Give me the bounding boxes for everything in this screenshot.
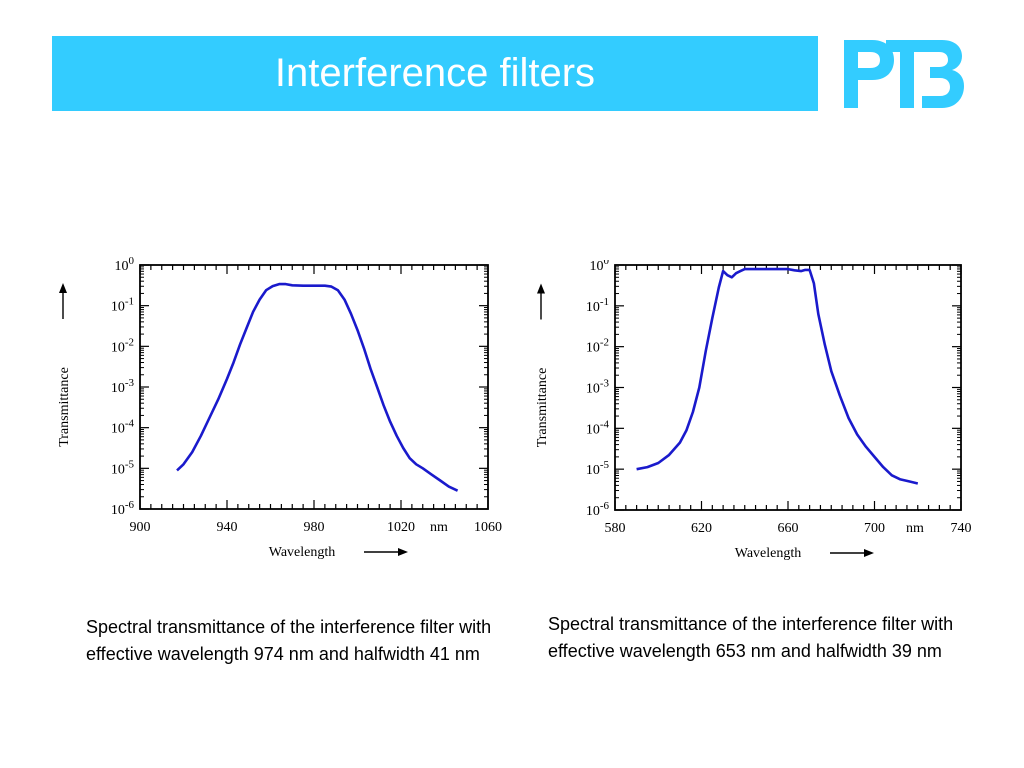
x-tick-label: 700 [864,521,885,536]
y-tick-label: 10-4 [586,418,610,437]
y-tick-label: 10-1 [586,296,609,315]
caption-left: Spectral transmittance of the interferen… [86,617,492,664]
y-tick-label: 10-1 [111,296,134,315]
x-tick-label: 940 [217,520,238,535]
y-tick-label: 100 [590,260,610,274]
x-unit-label: nm [430,520,448,535]
series-line [176,282,459,492]
chart-right: 100 10-1 10-2 10-3 10-4 10-5 10-6 580 620 660 700… [535,260,972,561]
x-axis-label: Wavelength [269,545,336,560]
x-tick-label: 1020 [387,520,415,535]
x-tick-label: 580 [605,521,626,536]
x-tick-label: 900 [130,520,151,535]
x-tick-label: 620 [691,521,712,536]
y-tick-label: 10-6 [586,500,610,519]
x-tick-label: 1060 [474,520,502,535]
plot-frame [139,264,489,510]
y-tick-label: 10-2 [111,336,134,355]
x-arrow-head [398,548,408,556]
x-axis-label: Wavelength [735,546,802,561]
plot-frame [614,264,962,511]
y-arrow-head [59,283,67,293]
chart-left: 100 10-1 10-2 10-3 10-4 10-5 10-6 900 940 980 102… [57,255,502,560]
y-axis-label: Transmittance [535,368,550,448]
series-line [636,267,919,485]
y-tick-label: 10-5 [111,458,135,477]
x-arrow-head [864,549,874,557]
y-tick-label: 10-6 [111,499,135,518]
y-arrow-head [537,283,545,294]
y-axis-label: Transmittance [57,367,72,447]
ptb-logo [844,40,964,108]
caption-right: Spectral transmittance of the interferen… [548,614,954,661]
y-tick-label: 100 [115,255,135,274]
x-tick-label: 980 [304,520,325,535]
y-tick-label: 10-3 [586,378,610,397]
y-tick-label: 10-3 [111,377,135,396]
x-tick-label: 740 [951,521,972,536]
y-tick-label: 10-2 [586,337,609,356]
y-tick-label: 10-5 [586,459,610,478]
y-tick-label: 10-4 [111,418,135,437]
title-bar: Interference filters [52,36,818,111]
x-tick-label: 660 [778,521,799,536]
page-title: Interference filters [274,51,596,95]
x-unit-label: nm [906,521,924,536]
